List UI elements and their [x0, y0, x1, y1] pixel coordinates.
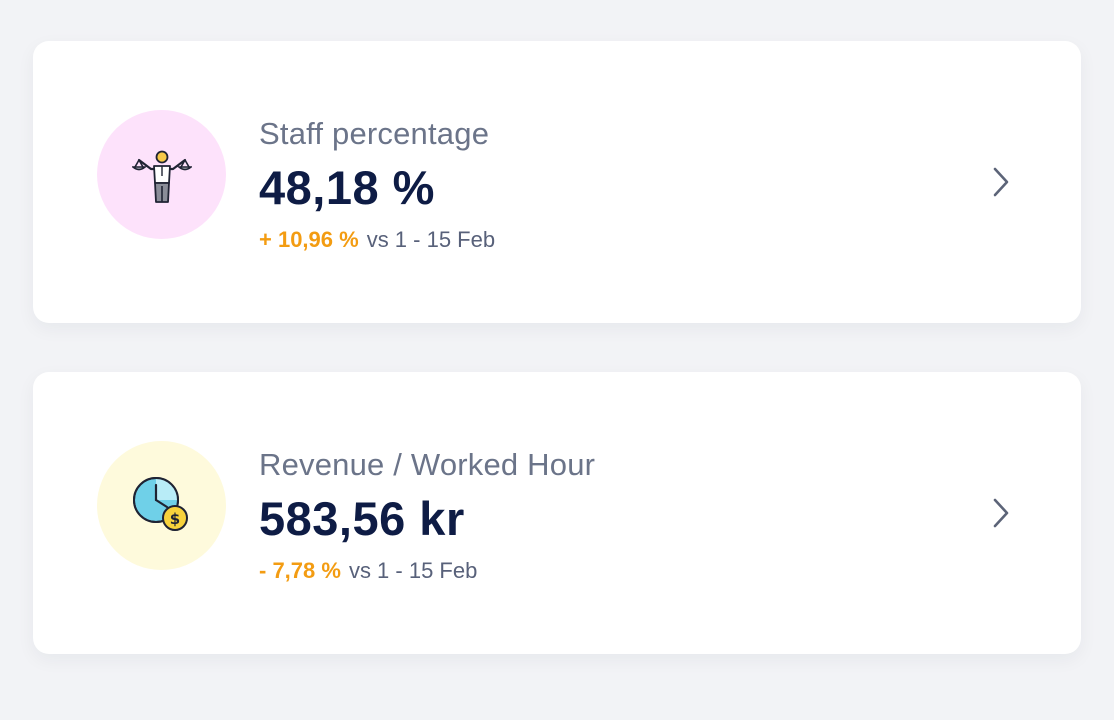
card-title: Staff percentage [259, 116, 490, 151]
card-title: Revenue / Worked Hour [259, 447, 596, 482]
staff-icon-badge [97, 110, 226, 239]
chevron-right-icon[interactable] [989, 496, 1013, 530]
delta-percent: - 7,78 % [259, 558, 341, 583]
revenue-per-hour-card[interactable]: $ Revenue / Worked Hour 583,56 kr - 7,78… [33, 372, 1081, 654]
chevron-right-icon[interactable] [989, 165, 1013, 199]
staff-percentage-card[interactable]: Staff percentage 48,18 % + 10,96 % vs 1 -… [33, 41, 1081, 323]
card-value: 583,56 kr [259, 492, 465, 545]
card-content: Revenue / Worked Hour 583,56 kr - 7,78 %… [259, 445, 595, 586]
comparison-period: vs 1 - 15 Feb [366, 227, 496, 252]
delta-percent: + 10,96 % [259, 227, 359, 252]
svg-text:$: $ [169, 510, 179, 528]
balancing-person-icon [131, 145, 192, 205]
comparison-period: vs 1 - 15 Feb [348, 558, 478, 583]
clock-coin-icon: $ [130, 474, 194, 538]
revenue-icon-badge: $ [97, 441, 226, 570]
card-content: Staff percentage 48,18 % + 10,96 % vs 1 -… [259, 114, 495, 255]
card-value: 48,18 % [259, 161, 435, 214]
comparison-row: - 7,78 % vs 1 - 15 Feb [259, 556, 595, 586]
comparison-row: + 10,96 % vs 1 - 15 Feb [259, 225, 495, 255]
